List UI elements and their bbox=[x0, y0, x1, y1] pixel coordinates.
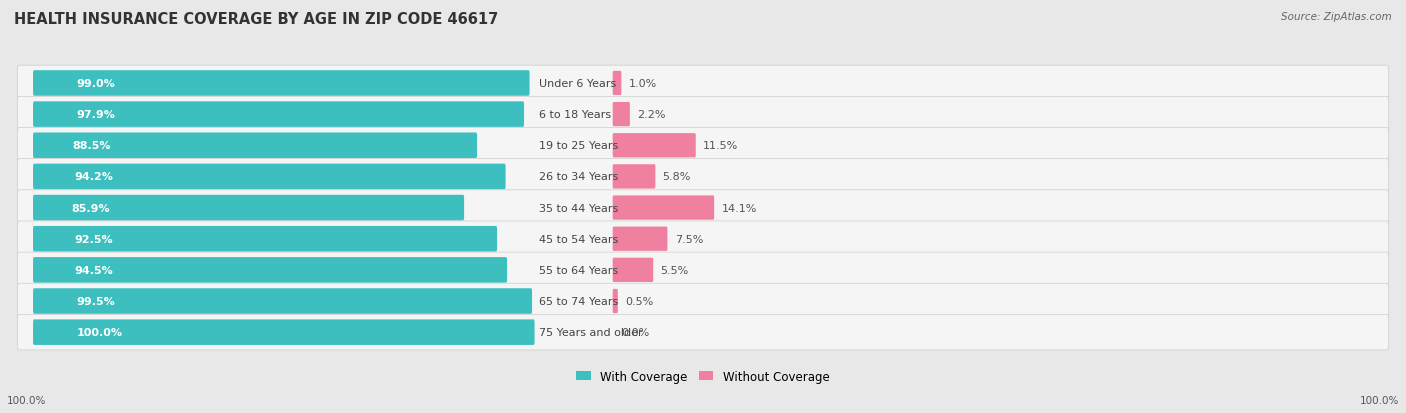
Text: 92.5%: 92.5% bbox=[75, 234, 112, 244]
Text: 45 to 54 Years: 45 to 54 Years bbox=[538, 234, 617, 244]
Text: 35 to 44 Years: 35 to 44 Years bbox=[538, 203, 617, 213]
FancyBboxPatch shape bbox=[17, 221, 1389, 257]
Text: 99.5%: 99.5% bbox=[77, 296, 115, 306]
Text: Under 6 Years: Under 6 Years bbox=[538, 79, 616, 89]
Text: HEALTH INSURANCE COVERAGE BY AGE IN ZIP CODE 46617: HEALTH INSURANCE COVERAGE BY AGE IN ZIP … bbox=[14, 12, 498, 27]
Text: 88.5%: 88.5% bbox=[72, 141, 111, 151]
Text: 99.0%: 99.0% bbox=[76, 79, 115, 89]
Text: 14.1%: 14.1% bbox=[721, 203, 756, 213]
Text: 1.0%: 1.0% bbox=[628, 79, 657, 89]
FancyBboxPatch shape bbox=[17, 66, 1389, 102]
Text: 0.5%: 0.5% bbox=[626, 296, 654, 306]
Text: 94.5%: 94.5% bbox=[75, 265, 114, 275]
FancyBboxPatch shape bbox=[17, 284, 1389, 319]
Text: 75 Years and older: 75 Years and older bbox=[538, 328, 643, 337]
Text: 5.8%: 5.8% bbox=[662, 172, 690, 182]
FancyBboxPatch shape bbox=[17, 128, 1389, 164]
FancyBboxPatch shape bbox=[34, 320, 534, 345]
Text: 65 to 74 Years: 65 to 74 Years bbox=[538, 296, 617, 306]
FancyBboxPatch shape bbox=[613, 134, 696, 158]
FancyBboxPatch shape bbox=[34, 257, 508, 283]
FancyBboxPatch shape bbox=[17, 159, 1389, 195]
Text: 6 to 18 Years: 6 to 18 Years bbox=[538, 110, 610, 120]
FancyBboxPatch shape bbox=[613, 227, 668, 251]
FancyBboxPatch shape bbox=[613, 71, 621, 96]
FancyBboxPatch shape bbox=[17, 97, 1389, 133]
FancyBboxPatch shape bbox=[34, 133, 477, 159]
FancyBboxPatch shape bbox=[613, 103, 630, 127]
Text: 2.2%: 2.2% bbox=[637, 110, 665, 120]
Text: 100.0%: 100.0% bbox=[1360, 395, 1399, 405]
Legend: With Coverage, Without Coverage: With Coverage, Without Coverage bbox=[576, 370, 830, 383]
Text: 97.9%: 97.9% bbox=[76, 110, 115, 120]
Text: Source: ZipAtlas.com: Source: ZipAtlas.com bbox=[1281, 12, 1392, 22]
Text: 5.5%: 5.5% bbox=[661, 265, 689, 275]
Text: 100.0%: 100.0% bbox=[7, 395, 46, 405]
FancyBboxPatch shape bbox=[17, 315, 1389, 350]
FancyBboxPatch shape bbox=[34, 289, 531, 314]
Text: 7.5%: 7.5% bbox=[675, 234, 703, 244]
FancyBboxPatch shape bbox=[34, 102, 524, 128]
Text: 100.0%: 100.0% bbox=[77, 328, 122, 337]
Text: 19 to 25 Years: 19 to 25 Years bbox=[538, 141, 617, 151]
FancyBboxPatch shape bbox=[17, 252, 1389, 288]
Text: 0.0%: 0.0% bbox=[621, 328, 650, 337]
FancyBboxPatch shape bbox=[613, 196, 714, 220]
FancyBboxPatch shape bbox=[34, 164, 506, 190]
Text: 26 to 34 Years: 26 to 34 Years bbox=[538, 172, 617, 182]
Text: 55 to 64 Years: 55 to 64 Years bbox=[538, 265, 617, 275]
Text: 94.2%: 94.2% bbox=[75, 172, 114, 182]
FancyBboxPatch shape bbox=[613, 258, 654, 282]
FancyBboxPatch shape bbox=[34, 226, 498, 252]
Text: 11.5%: 11.5% bbox=[703, 141, 738, 151]
Text: 85.9%: 85.9% bbox=[72, 203, 110, 213]
FancyBboxPatch shape bbox=[34, 195, 464, 221]
FancyBboxPatch shape bbox=[34, 71, 530, 97]
FancyBboxPatch shape bbox=[613, 165, 655, 189]
FancyBboxPatch shape bbox=[17, 190, 1389, 226]
FancyBboxPatch shape bbox=[613, 289, 617, 313]
